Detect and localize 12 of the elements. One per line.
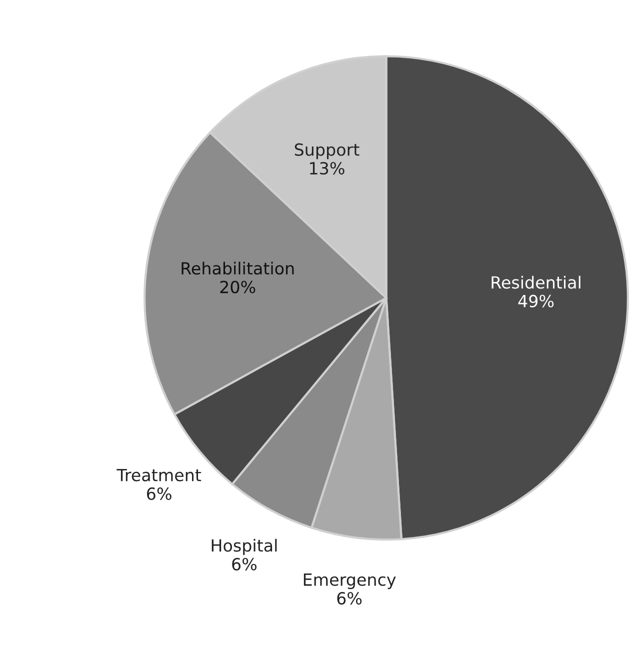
data-label: 6% [147, 487, 172, 500]
data-label: 13% [310, 162, 344, 175]
slice-label: Residential [492, 276, 580, 289]
slice-label: Support [294, 143, 360, 160]
data-label: 20% [220, 280, 256, 294]
slice-label: Treatment [116, 468, 202, 482]
slice-label: Emergency [304, 574, 396, 590]
data-label: 6% [232, 558, 257, 570]
data-label: 6% [337, 592, 362, 605]
slice-label: Rehabilitation [182, 262, 294, 275]
slice-label: Hospital [212, 538, 277, 556]
data-label: 49% [518, 294, 554, 308]
